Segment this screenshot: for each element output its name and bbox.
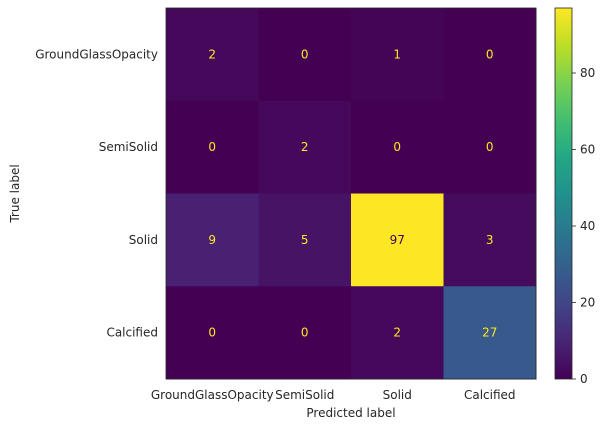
colorbar	[554, 7, 573, 380]
cell-value: 5	[301, 233, 309, 247]
heatmap-cell	[351, 8, 444, 102]
x-tick-label: SemiSolid	[275, 388, 334, 402]
heatmap-cell	[166, 193, 259, 287]
heatmap-cell	[443, 8, 537, 102]
cell-value: 0	[301, 326, 309, 340]
cell-value: 2	[301, 140, 309, 154]
y-tick-label: Solid	[129, 233, 158, 247]
colorbar-tick-label: 0	[580, 372, 588, 386]
cell-value: 0	[301, 47, 309, 61]
cell-value: 0	[486, 47, 494, 61]
heatmap-cell	[166, 286, 259, 380]
heatmap-cell-values: 2 0 1 0 0 2 0 0 9 5 97 3 0 0 2 27	[208, 47, 497, 339]
heatmap-cell	[258, 286, 352, 380]
cell-value: 9	[208, 233, 216, 247]
x-tick-label: Calcified	[464, 388, 516, 402]
heatmap-cell	[258, 100, 352, 194]
colorbar-tick-label: 80	[580, 66, 595, 80]
y-axis-label: True label	[8, 164, 22, 223]
colorbar-ticks: 0 20 40 60 80	[572, 66, 595, 386]
heatmap-cell	[443, 286, 537, 380]
cell-value: 2	[208, 47, 216, 61]
cell-value: 2	[393, 326, 401, 340]
heatmap-cell	[166, 8, 259, 102]
cell-value: 27	[482, 326, 497, 340]
heatmap-cell	[166, 100, 259, 194]
heatmap-cell	[351, 193, 444, 287]
cell-value: 0	[486, 140, 494, 154]
heatmap-cell	[258, 193, 352, 287]
cell-value: 0	[393, 140, 401, 154]
cell-value: 0	[208, 140, 216, 154]
y-tick-label: SemiSolid	[99, 140, 158, 154]
x-axis-ticks: GroundGlassOpacity SemiSolid Solid Calcifie…	[151, 388, 516, 402]
heatmap-cell	[258, 8, 352, 102]
y-axis-ticks: GroundGlassOpacity SemiSolid Solid Calcifie…	[35, 47, 158, 339]
x-axis-label: Predicted label	[306, 406, 395, 420]
colorbar-tick-label: 60	[580, 143, 595, 157]
colorbar-tick-label: 20	[580, 296, 595, 310]
cell-value: 97	[390, 233, 405, 247]
cell-value: 3	[486, 233, 494, 247]
plot-frame	[165, 7, 537, 380]
heatmap-cell	[443, 193, 537, 287]
heatmap-cell	[351, 100, 444, 194]
y-tick-label: Calcified	[106, 326, 158, 340]
heatmap-cell	[351, 286, 444, 380]
colorbar-tick-label: 40	[580, 219, 595, 233]
x-tick-label: GroundGlassOpacity	[151, 388, 274, 402]
cell-value: 1	[393, 47, 401, 61]
y-tick-label: GroundGlassOpacity	[35, 47, 158, 61]
heatmap-cells	[166, 8, 537, 380]
heatmap-cell	[443, 100, 537, 194]
cell-value: 0	[208, 326, 216, 340]
x-tick-label: Solid	[383, 388, 412, 402]
